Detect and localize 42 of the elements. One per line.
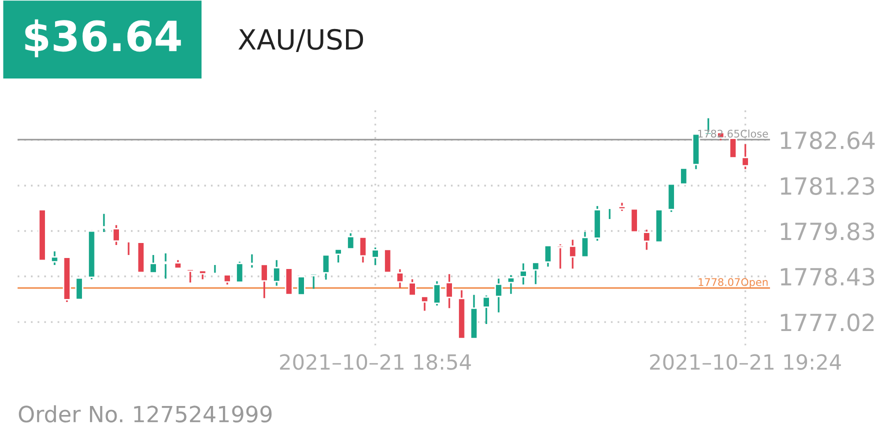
candlestick: [260, 264, 268, 299]
ref-line-label: 1778.07Open: [698, 278, 768, 288]
candlestick: [112, 224, 120, 246]
candlestick: [149, 254, 158, 274]
candlestick: [445, 273, 454, 309]
candlestick: [482, 294, 490, 325]
candlestick: [556, 243, 564, 270]
candlestick: [310, 273, 318, 290]
ref-line-label: 1782.65Close: [698, 130, 768, 138]
text: Order No. 1275241999: [18, 405, 272, 422]
candlestick: [371, 246, 380, 266]
candlestick: [506, 274, 516, 295]
candlestick: [186, 268, 194, 284]
candlestick: [741, 143, 750, 170]
y-tick-label: 1782.64: [780, 131, 875, 150]
y-tick-label: 1777.02: [780, 314, 874, 332]
y-tick-label: 1781.23: [780, 177, 874, 195]
candlestick: [322, 254, 330, 280]
candlestick: [420, 296, 429, 312]
candlestick: [494, 278, 503, 314]
candlestick: [580, 231, 590, 258]
candlestick: [236, 260, 244, 284]
candlestick: [396, 268, 404, 289]
candlestick: [358, 236, 368, 264]
x-tick-label: 2021–10–21 18:54: [280, 354, 471, 370]
candlestick: [346, 232, 355, 250]
candlestick: [50, 250, 59, 266]
candlestick: [544, 244, 552, 268]
chart-title: $36.64: [25, 19, 181, 58]
candlestick: [223, 274, 232, 286]
candlestick: [272, 259, 281, 287]
candlestick: [568, 238, 577, 270]
candlestick: [432, 280, 442, 306]
x-tick-label: 2021–10–21 19:24: [650, 354, 841, 370]
candlestick: [519, 262, 528, 286]
chart-subtitle: XAU/USD: [238, 28, 364, 52]
y-tick-label: 1778.43: [780, 268, 874, 286]
candlestick: [642, 228, 651, 251]
candlestick: [334, 248, 342, 264]
candlestick: [532, 262, 540, 285]
candlestick: [408, 278, 416, 296]
y-tick-label: 1779.83: [780, 222, 874, 240]
